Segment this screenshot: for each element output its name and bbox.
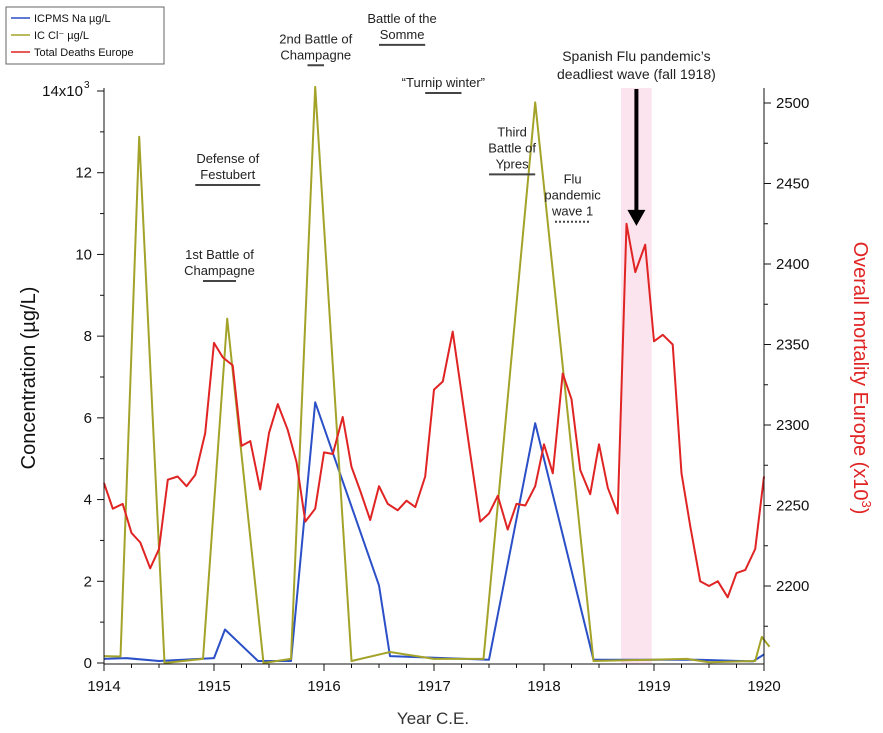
y-right-tick-label: 2400 — [776, 256, 809, 273]
y-right-tick-label: 2450 — [776, 176, 809, 193]
annotation-label: 2nd Battle of — [279, 31, 352, 46]
series-layer — [103, 85, 771, 664]
y-axis-right-title-close: ) — [849, 508, 871, 515]
legend-label-na: ICPMS Na µg/L — [34, 13, 111, 25]
annotation-label: Spanish Flu pandemic’s — [562, 48, 710, 64]
y-left-top-sup: 3 — [84, 80, 90, 91]
y-right-tick-label: 2200 — [776, 578, 809, 595]
x-tick-label: 1920 — [747, 678, 780, 695]
legend-label-deaths: Total Deaths Europe — [34, 47, 134, 59]
y-left-tick-label: 2 — [84, 573, 92, 590]
series-line-deaths — [103, 222, 765, 599]
y-left-tick-label: 10 — [75, 246, 92, 263]
y-right-tick-label: 2350 — [776, 337, 809, 354]
y-right-tick-label: 2250 — [776, 498, 809, 515]
annotation-label: Ypres — [496, 156, 529, 171]
annotation-label: Flu — [564, 172, 582, 187]
x-tick-label: 1916 — [307, 678, 340, 695]
y-left-tick-label: 0 — [84, 655, 92, 672]
axis-layer: 1914 1915 1916 1917 1918 1919 1920 0 2 4 6 8 10 12 14x… — [42, 80, 809, 695]
y-axis-right-title-sup: 3 — [859, 501, 874, 508]
annotation-label: pandemic — [544, 188, 601, 203]
annotation-label: 1st Battle of — [185, 247, 254, 262]
y-left-tick-label: 14x10 — [42, 83, 83, 100]
x-tick-label: 1919 — [637, 678, 670, 695]
legend-label-cl: IC Cl⁻ µg/L — [34, 30, 89, 42]
y-left-tick-label: 12 — [75, 165, 92, 182]
annotation-label: Third — [497, 124, 527, 139]
y-right-tick-label: 2300 — [776, 417, 809, 434]
legend-box — [5, 6, 165, 65]
y-right-tick-label: 2500 — [776, 95, 809, 112]
annotation-label: “Turnip winter” — [402, 75, 485, 90]
y-axis-right-title: Overall mortality Europe (x103) — [849, 242, 874, 515]
y-axis-right-title-main: Overall mortality Europe (x10 — [849, 242, 871, 501]
annotation-label: deadliest wave (fall 1918) — [557, 66, 716, 82]
series-line-cl — [103, 85, 771, 664]
arrow-head — [627, 209, 646, 226]
annotation-label: Festubert — [200, 167, 255, 182]
y-left-tick-label: 6 — [84, 410, 92, 427]
annotation-label: Battle of the — [367, 11, 436, 26]
annotation-label: wave 1 — [551, 204, 593, 219]
annotation-label: Battle of — [488, 140, 536, 155]
y-axis-left-title: Concentration (µg/L) — [18, 287, 40, 470]
annotation-label: Champagne — [184, 263, 255, 278]
x-tick-label: 1914 — [87, 678, 120, 695]
x-tick-label: 1918 — [527, 678, 560, 695]
annotation-label: Champagne — [280, 47, 351, 62]
annotation-label: Defense of — [196, 151, 259, 166]
x-tick-label: 1915 — [197, 678, 230, 695]
x-tick-label: 1917 — [417, 678, 450, 695]
y-left-tick-label: 4 — [84, 492, 92, 509]
annotation-label: Somme — [380, 27, 425, 42]
x-axis-title: Year C.E. — [397, 709, 469, 728]
legend: ICPMS Na µg/L IC Cl⁻ µg/L Total Deaths E… — [5, 6, 165, 65]
y-left-tick-label: 8 — [84, 328, 92, 345]
